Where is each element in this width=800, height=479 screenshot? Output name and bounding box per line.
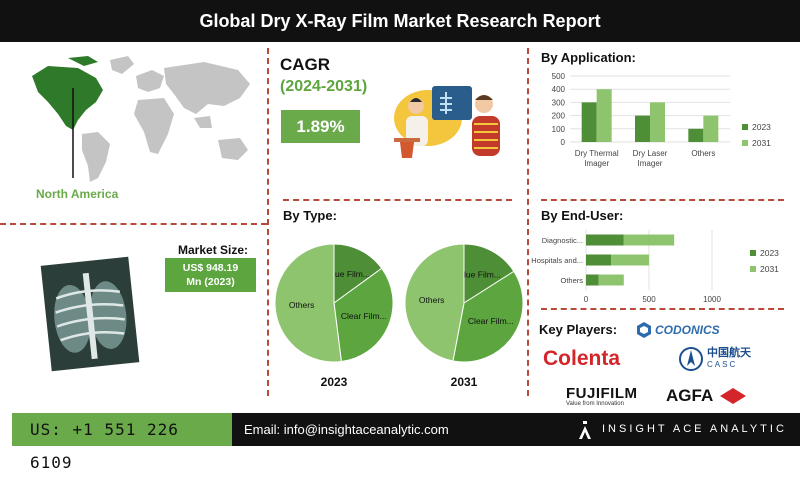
market-size-value: US$ 948.19 Mn (2023) xyxy=(165,258,256,292)
enduser-xtick-label: 500 xyxy=(642,295,656,304)
enduser-legend-swatch-2031 xyxy=(750,266,756,272)
fujifilm-logo: FUJIFILM Value from Innovation xyxy=(566,385,638,407)
app-legend-label-2031: 2031 xyxy=(752,138,771,148)
casc-native-text: 中国航天 xyxy=(707,347,751,359)
market-size-label: Market Size: xyxy=(178,243,249,257)
codonics-hexagon-icon xyxy=(637,322,651,338)
app-legend-label-2023: 2023 xyxy=(752,122,771,132)
by-type-pie-charts: Blue Film... Clear Film... Others 2023 Blue … xyxy=(274,243,524,389)
app-bar-2031-2 xyxy=(703,115,719,142)
footer-email[interactable]: Email: info@insightaceanalytic.com xyxy=(232,413,562,446)
cagr-label: CAGR xyxy=(280,55,331,74)
enduser-legend-label-2023: 2023 xyxy=(760,248,779,258)
agfa-text: AGFA xyxy=(666,386,714,405)
app-bar-2031-0 xyxy=(596,89,612,142)
app-ytick-label: 0 xyxy=(561,138,566,147)
pie-label-2031-0: Blue Film... xyxy=(458,270,501,280)
enduser-category-label: Diagnostic... xyxy=(542,236,583,245)
brand-logo-icon xyxy=(579,421,591,439)
footer-brand: INSIGHT ACE ANALYTIC xyxy=(562,413,800,446)
fujifilm-text: FUJIFILM xyxy=(566,385,638,402)
app-ytick-label: 100 xyxy=(552,125,566,134)
colenta-logo: Colenta xyxy=(543,347,620,371)
enduser-category-label: Others xyxy=(560,276,583,285)
key-players-heading: Key Players: xyxy=(539,322,618,337)
market-size-line1: US$ 948.19 xyxy=(182,262,239,274)
pie-slice-2031-0 xyxy=(463,243,515,304)
pie-slice-2023-1 xyxy=(333,267,394,363)
by-end-user-bar-chart: 0 500 1000 Diagnostic... Hospitals and... Oth… xyxy=(531,230,779,304)
doctors-illustration xyxy=(394,86,500,158)
pie-label-2031-2: Others xyxy=(419,295,445,305)
app-ytick-label: 300 xyxy=(552,98,566,107)
xray-image xyxy=(40,256,140,372)
app-category-label: Dry Laser xyxy=(633,149,668,158)
market-size-line2: Mn (2023) xyxy=(186,276,235,288)
pie-caption-2031: 2031 xyxy=(451,375,478,389)
app-category-label-line2: Imager xyxy=(638,159,663,168)
enduser-category-label: Hospitals and... xyxy=(531,256,583,265)
brand-name: INSIGHT ACE ANALYTIC xyxy=(602,423,787,435)
pie-slice-2023-2 xyxy=(274,243,342,363)
casc-text: CASC xyxy=(707,360,738,369)
world-map xyxy=(32,56,250,182)
divider-right-mid xyxy=(541,199,784,201)
agfa-rhombus-icon xyxy=(720,388,747,404)
enduser-legend-label-2031: 2031 xyxy=(760,264,779,274)
divider-right-low xyxy=(541,308,784,310)
divider-left-mid xyxy=(0,223,267,225)
app-legend-swatch-2031 xyxy=(742,140,748,146)
casc-logo: 中国航天 CASC xyxy=(678,346,751,372)
divider-center-mid xyxy=(283,199,512,201)
cagr-period: (2024-2031) xyxy=(280,78,368,95)
pie-slice-2023-0 xyxy=(333,243,383,304)
app-ytick-label: 200 xyxy=(552,112,566,121)
codonics-text: CODONICS xyxy=(655,323,720,337)
enduser-bar-2031-2 xyxy=(598,274,624,286)
page-title: Global Dry X-Ray Film Market Research Re… xyxy=(0,0,800,42)
app-bar-2023-0 xyxy=(581,102,597,142)
casc-emblem-icon xyxy=(679,347,703,371)
enduser-xtick-label: 0 xyxy=(584,295,589,304)
fujifilm-tagline: Value from Innovation xyxy=(566,401,624,407)
pie-caption-2023: 2023 xyxy=(321,375,348,389)
colenta-text: Colenta xyxy=(543,347,621,370)
pie-label-2023-1: Clear Film... xyxy=(341,311,387,321)
app-category-label-line2: Imager xyxy=(584,159,609,168)
enduser-xtick-label: 1000 xyxy=(703,295,721,304)
pie-slice-2031-1 xyxy=(452,270,524,363)
divider-right xyxy=(527,48,529,396)
pie-label-2023-0: Blue Film... xyxy=(327,269,370,279)
enduser-bar-2031-1 xyxy=(611,254,649,266)
app-legend-swatch-2023 xyxy=(742,124,748,130)
app-ytick-label: 500 xyxy=(552,72,566,81)
app-bar-2031-1 xyxy=(650,102,665,142)
app-category-label: Others xyxy=(691,149,715,158)
enduser-legend-swatch-2023 xyxy=(750,250,756,256)
by-type-heading: By Type: xyxy=(283,208,337,223)
enduser-bar-2031-0 xyxy=(623,234,675,246)
agfa-logo: AGFA xyxy=(666,386,748,406)
pie-label-2023-2: Others xyxy=(289,300,315,310)
map-north-america xyxy=(32,66,103,130)
app-category-label: Dry Thermal xyxy=(575,149,619,158)
pie-label-2031-1: Clear Film... xyxy=(468,316,514,326)
app-ytick-label: 400 xyxy=(552,85,566,94)
enduser-bar-2023-1 xyxy=(586,254,612,266)
codonics-logo: CODONICS xyxy=(636,319,720,341)
cagr-value: 1.89% xyxy=(281,110,360,143)
by-application-heading: By Application: xyxy=(541,50,636,65)
app-bar-2023-2 xyxy=(688,128,704,142)
by-end-user-heading: By End-User: xyxy=(541,208,624,223)
enduser-bar-2023-0 xyxy=(586,234,624,246)
pie-slice-2031-2 xyxy=(404,243,465,362)
footer-phone[interactable]: US: +1 551 226 6109 xyxy=(12,413,232,472)
app-bar-2023-1 xyxy=(635,115,650,142)
region-label: North America xyxy=(36,187,119,201)
enduser-bar-2023-2 xyxy=(586,274,599,286)
divider-left xyxy=(267,48,269,396)
